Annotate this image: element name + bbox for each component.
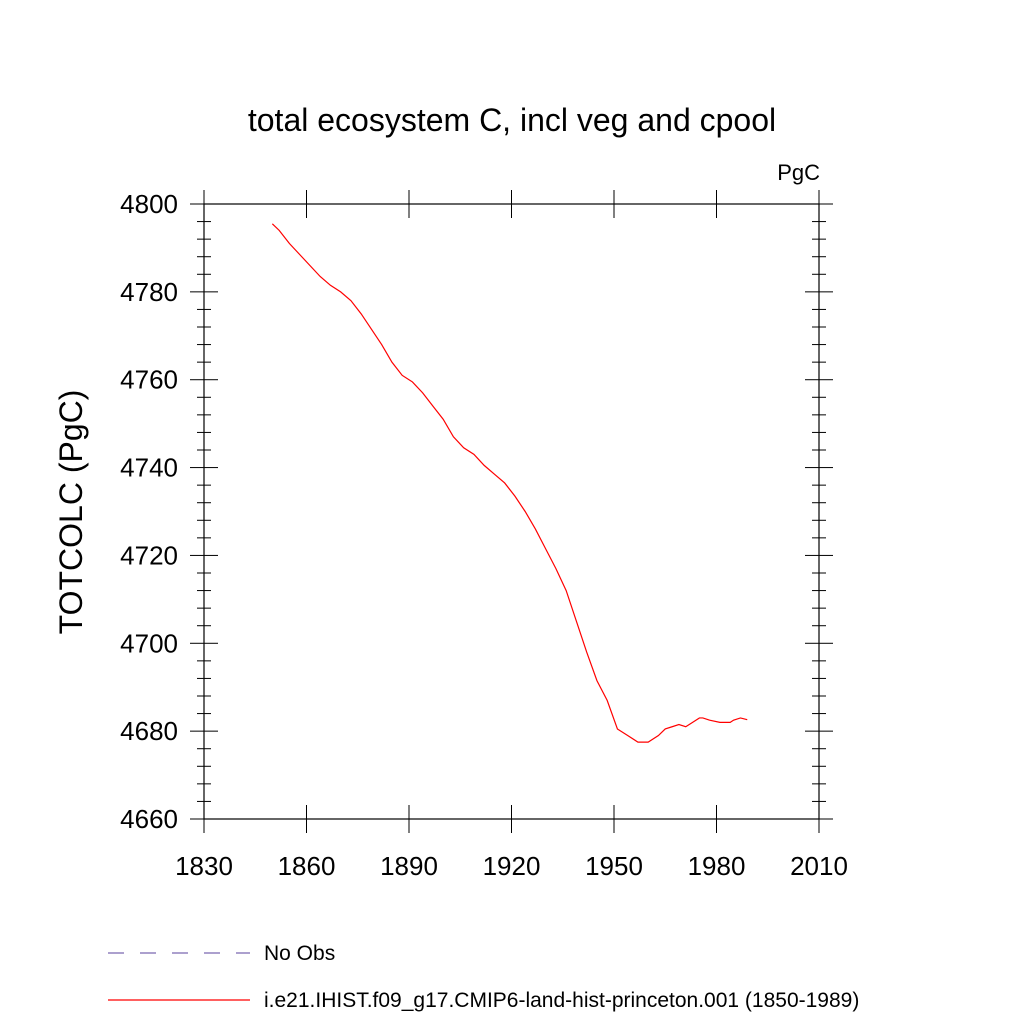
y-axis-label: TOTCOLC (PgC)	[53, 390, 89, 635]
y-tick-label: 4680	[120, 716, 178, 746]
x-tick-label: 1980	[688, 851, 746, 881]
units-label: PgC	[777, 160, 820, 185]
x-tick-label: 1920	[483, 851, 541, 881]
series-line-1	[271, 223, 748, 743]
y-tick-label: 4700	[120, 628, 178, 658]
plot-frame	[203, 203, 820, 820]
x-tick-label: 2010	[790, 851, 848, 881]
x-tick-label: 1890	[380, 851, 438, 881]
chart-title: total ecosystem C, incl veg and cpool	[248, 102, 776, 138]
x-ticks: 1830 1860 1890 1920 1950 1980 2010	[175, 190, 848, 881]
y-tick-label: 4780	[120, 277, 178, 307]
series-layer	[271, 223, 748, 743]
legend-label-no-obs: No Obs	[264, 942, 335, 965]
y-tick-label: 4760	[120, 365, 178, 395]
x-tick-label: 1950	[585, 851, 643, 881]
x-tick-label: 1830	[175, 851, 233, 881]
x-tick-label: 1860	[278, 851, 336, 881]
legend: No Obs i.e21.IHIST.f09_g17.CMIP6-land-hi…	[108, 942, 859, 1012]
y-tick-label: 4660	[120, 804, 178, 834]
y-ticks: 4660 4680 4700 4720 4740 4760 4780 4800	[120, 189, 833, 834]
y-tick-label: 4800	[120, 189, 178, 219]
legend-label-model: i.e21.IHIST.f09_g17.CMIP6-land-hist-prin…	[264, 989, 859, 1012]
y-tick-label: 4740	[120, 453, 178, 483]
y-tick-label: 4720	[120, 540, 178, 570]
